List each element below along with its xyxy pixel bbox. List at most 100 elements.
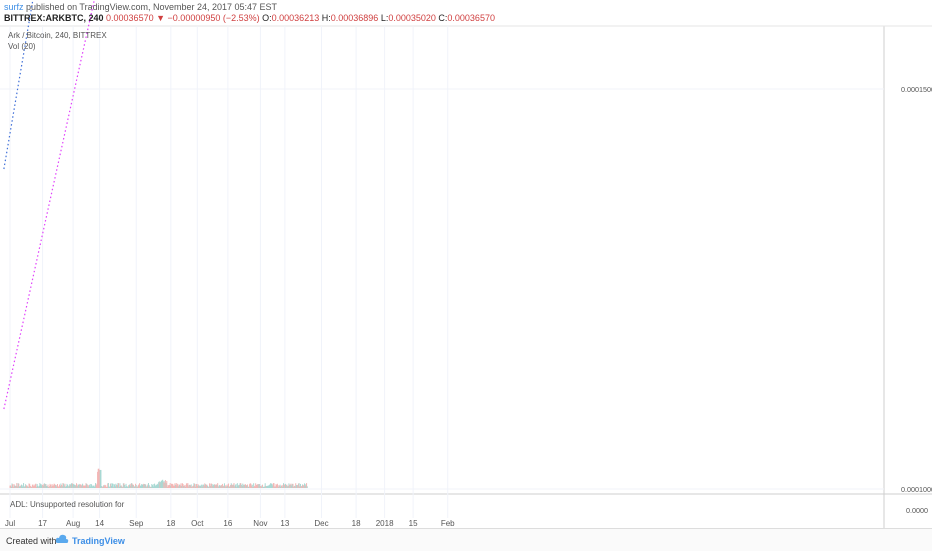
volume-bar	[302, 484, 304, 488]
volume-bar	[263, 486, 265, 488]
volume-bar	[254, 486, 256, 488]
volume-bar	[304, 483, 306, 488]
volume-bar	[134, 486, 136, 488]
volume-bar	[114, 484, 116, 488]
volume-bar	[41, 485, 43, 488]
volume-bar	[242, 483, 244, 488]
volume-bar	[217, 486, 219, 488]
volume-bar	[15, 485, 17, 488]
volume-bar	[261, 485, 263, 488]
cloud-icon	[55, 534, 69, 543]
volume-bar	[278, 486, 280, 488]
volume-bar	[224, 486, 226, 488]
volume-bar	[230, 483, 232, 488]
volume-bar	[205, 484, 207, 488]
volume-bar	[160, 480, 162, 488]
volume-bar	[299, 486, 301, 488]
volume-bar	[80, 484, 82, 488]
volume-bar	[222, 486, 224, 488]
volume-bar	[247, 486, 249, 488]
volume-bar	[282, 486, 284, 488]
volume-bar	[234, 485, 236, 488]
volume-bar	[152, 486, 154, 488]
change-arrow-icon: ▼	[156, 13, 166, 23]
volume-bar	[284, 485, 286, 488]
volume-bar	[258, 484, 260, 488]
time-tick-label: Feb	[441, 519, 455, 528]
volume-bar	[219, 485, 221, 488]
volume-bar	[63, 485, 65, 488]
volume-bar	[279, 484, 281, 488]
volume-bar	[240, 484, 242, 488]
volume-bar	[55, 484, 57, 488]
volume-bar	[59, 485, 61, 488]
volume-bar	[273, 483, 275, 488]
volume-bar	[80, 485, 82, 488]
volume-bar	[227, 486, 229, 488]
time-tick-label: 17	[38, 519, 47, 528]
volume-bar	[96, 483, 98, 488]
volume-bar	[36, 483, 38, 488]
volume-bar	[225, 485, 227, 488]
volume-bar	[88, 485, 90, 488]
volume-bar	[122, 483, 124, 488]
volume-bar	[54, 484, 56, 488]
volume-bar	[118, 486, 120, 488]
trendline-magenta[interactable]	[3, 0, 340, 410]
volume-bar	[73, 483, 75, 488]
volume-bar	[298, 483, 300, 488]
trendline-blue[interactable]	[3, 0, 360, 170]
tradingview-brand-link[interactable]: TradingView	[72, 536, 125, 546]
volume-bar	[195, 484, 197, 488]
volume-bar	[218, 485, 220, 488]
price-chart[interactable]: 0.00010000 0.00015000 Jul 17 Aug 14 Sep 18 Oct 16…	[0, 0, 932, 528]
volume-bar	[21, 484, 23, 488]
volume-bar	[43, 483, 45, 488]
volume-bar	[79, 485, 81, 488]
volume-bar	[255, 484, 257, 488]
volume-bar	[116, 485, 118, 488]
volume-bar	[48, 486, 50, 488]
volume-bar	[181, 483, 183, 488]
open-value: 0.00036213	[271, 13, 320, 23]
volume-bar	[172, 484, 174, 488]
volume-bar	[121, 486, 123, 488]
price-tick-label: 0.00015000	[901, 85, 932, 94]
volume-bar	[56, 486, 58, 488]
volume-bar	[291, 485, 293, 488]
volume-bar	[156, 483, 158, 488]
footer: Created with TradingView	[0, 528, 932, 551]
volume-bar	[63, 483, 65, 488]
volume-bar	[185, 483, 187, 488]
volume-bar	[103, 484, 105, 488]
volume-bar	[62, 483, 64, 488]
volume-bar	[192, 485, 194, 488]
volume-bar	[285, 485, 287, 488]
volume-bar	[25, 485, 27, 488]
volume-bar	[198, 485, 200, 488]
volume-bar	[18, 483, 20, 488]
volume-bar	[253, 485, 255, 488]
volume-bar	[61, 484, 63, 488]
volume-bar	[213, 484, 215, 488]
volume-bar	[204, 484, 206, 488]
volume-bar	[200, 486, 202, 488]
volume-bar	[173, 485, 175, 488]
volume-bar	[150, 486, 152, 488]
volume-bar	[84, 485, 86, 488]
volume-bar	[301, 485, 303, 488]
volume-bar	[75, 484, 77, 488]
volume-bar	[236, 486, 238, 488]
volume-bar	[264, 486, 265, 488]
volume-bar	[149, 486, 151, 488]
volume-bar	[280, 485, 282, 488]
publisher-link[interactable]: surfz	[4, 2, 24, 12]
volume-bar	[57, 486, 59, 488]
volume-bar	[183, 485, 185, 488]
volume-bar	[33, 486, 35, 488]
volume-bar	[109, 486, 111, 488]
volume-bar	[295, 483, 297, 488]
volume-bar	[83, 486, 85, 488]
volume-bar	[127, 486, 129, 488]
volume-bar	[30, 486, 32, 488]
